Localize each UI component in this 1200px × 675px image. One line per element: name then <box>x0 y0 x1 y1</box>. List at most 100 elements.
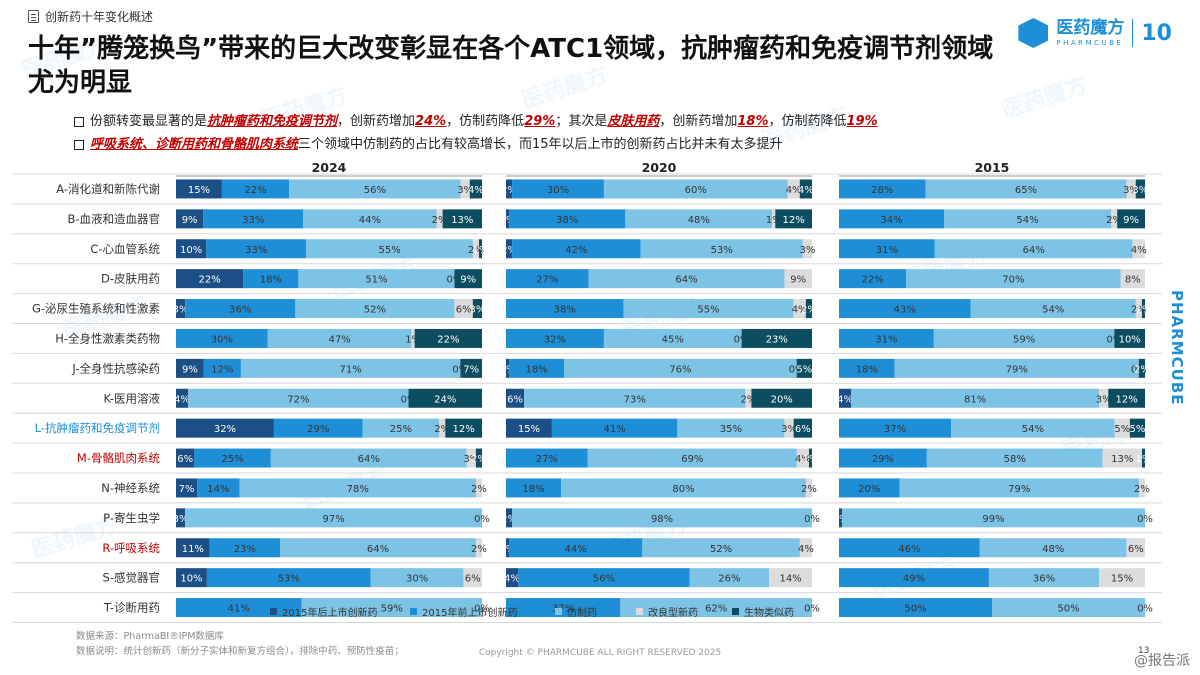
checkbox-bullet-icon <box>74 139 84 150</box>
finding-1-text-4: ；其次是 <box>555 114 608 129</box>
bar-segment <box>506 269 589 289</box>
bar-segment <box>469 179 482 199</box>
bar-segment <box>176 239 207 259</box>
data-label: 41% <box>604 424 626 435</box>
data-label: 26% <box>718 574 740 585</box>
data-label: 23% <box>234 544 256 555</box>
data-label: 12% <box>211 364 233 375</box>
data-label: 69% <box>681 454 703 465</box>
data-label: 62% <box>705 604 727 615</box>
brand-divider <box>1132 19 1134 47</box>
data-label: 99% <box>982 514 1004 525</box>
bar-segment <box>1135 179 1145 199</box>
data-label: 4% <box>795 454 811 465</box>
category-label: L-抗肿瘤药和免疫调节剂 <box>35 421 160 435</box>
data-label: 3% <box>1096 394 1112 405</box>
page-title: 十年”腾笼换鸟”带来的巨大改变彰显在各个ATC1领域，抗肿瘤药和免疫调节剂领域尤… <box>28 34 994 98</box>
data-label: 60% <box>685 185 707 196</box>
data-label: 64% <box>675 275 697 286</box>
finding-1-emph-5: 18% <box>737 114 769 129</box>
data-label: 2% <box>432 215 448 226</box>
data-label: 2% <box>801 305 817 316</box>
legend-label: 仿制药 <box>567 606 597 619</box>
bar-segment <box>414 328 482 348</box>
bar-segment <box>1135 299 1142 319</box>
bar-segment <box>454 269 482 289</box>
bar-segment <box>1138 478 1145 498</box>
legend-swatch <box>555 608 562 615</box>
bar-segment <box>306 239 473 259</box>
data-label: 64% <box>367 544 389 555</box>
bar-segment <box>298 269 455 289</box>
bar-segment <box>1129 418 1145 438</box>
data-label: 9% <box>460 275 476 286</box>
panel-year-label: 2024 <box>312 160 347 175</box>
bar-segment <box>564 358 797 378</box>
bar-segment <box>839 448 927 468</box>
bar-segment <box>1114 328 1145 348</box>
bar-segment <box>176 388 189 408</box>
checkbox-bullet-icon <box>74 116 84 127</box>
bar-segment <box>944 209 1111 229</box>
bar-segment <box>176 328 268 348</box>
data-label: 3% <box>469 305 485 316</box>
bar-segment <box>509 209 626 229</box>
bar-segment <box>176 418 274 438</box>
finding-1-emph-6: 19% <box>846 114 878 129</box>
bar-segment <box>603 179 788 199</box>
bar-segment <box>506 418 552 438</box>
data-label: 4% <box>798 544 814 555</box>
data-label: 43% <box>894 305 916 316</box>
data-label: 20% <box>858 484 880 495</box>
data-label: 18% <box>260 275 282 286</box>
data-label: 58% <box>1004 454 1026 465</box>
bar-segment <box>295 299 455 319</box>
bar-segment <box>524 388 746 408</box>
bar-segment <box>839 478 900 498</box>
legend-swatch <box>732 608 739 615</box>
bar-segment <box>851 388 1100 408</box>
data-label: 80% <box>672 484 694 495</box>
bar-segment <box>839 299 971 319</box>
data-label: 4% <box>786 185 802 196</box>
data-label: 23% <box>766 334 788 345</box>
data-label: 15% <box>518 424 540 435</box>
bar-segment <box>1141 299 1145 319</box>
bar-segment <box>301 598 482 618</box>
finding-2-emph-1: 呼吸系统、诊断用药和骨骼肌肉系统 <box>90 137 299 152</box>
bar-segment <box>839 358 895 378</box>
data-label: 1% <box>1136 454 1152 465</box>
bar-segment <box>408 388 482 408</box>
data-label: 6% <box>177 454 193 465</box>
data-label: 30% <box>547 185 569 196</box>
data-label: 3% <box>173 305 189 316</box>
bar-segment <box>506 299 624 319</box>
bar-segment <box>642 538 800 558</box>
data-label: 2% <box>501 185 517 196</box>
brand-name-en: PHARMCUBE <box>1056 38 1124 47</box>
data-label: 6% <box>507 394 523 405</box>
data-label: 2% <box>1131 305 1147 316</box>
bar-segment <box>512 508 812 528</box>
bar-segment <box>623 299 794 319</box>
data-label: 4% <box>792 305 808 316</box>
data-label: 36% <box>229 305 251 316</box>
bar-segment <box>176 538 210 558</box>
data-label: 28% <box>871 185 893 196</box>
data-label: 71% <box>340 364 362 375</box>
category-label: D-皮肤用药 <box>101 272 160 286</box>
data-label: 64% <box>1023 245 1045 256</box>
bar-segment <box>805 478 812 498</box>
data-label: 33% <box>245 245 267 256</box>
bar-segment <box>303 209 437 229</box>
data-label: 78% <box>347 484 369 495</box>
data-label: 8% <box>1125 275 1141 286</box>
bar-segment <box>506 478 562 498</box>
data-label: 98% <box>651 514 673 525</box>
data-label: 41% <box>228 604 250 615</box>
data-label: 22% <box>862 275 884 286</box>
data-label: 73% <box>624 394 646 405</box>
data-label: 33% <box>242 215 264 226</box>
bar-segment <box>1120 269 1145 289</box>
